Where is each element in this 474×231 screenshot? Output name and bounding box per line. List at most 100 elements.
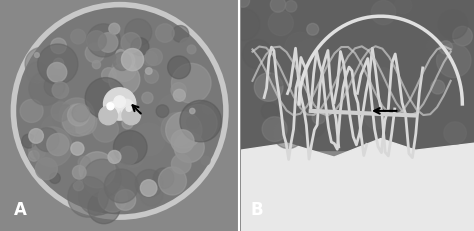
Circle shape xyxy=(116,49,125,58)
Circle shape xyxy=(32,127,72,167)
Circle shape xyxy=(285,32,315,63)
Circle shape xyxy=(44,76,65,97)
Circle shape xyxy=(125,19,152,46)
Circle shape xyxy=(101,68,116,82)
Circle shape xyxy=(179,38,197,56)
Circle shape xyxy=(87,24,120,57)
Circle shape xyxy=(439,41,453,54)
Circle shape xyxy=(62,119,72,129)
Circle shape xyxy=(140,183,163,206)
Circle shape xyxy=(119,146,137,165)
Circle shape xyxy=(270,69,287,86)
Circle shape xyxy=(109,64,140,95)
Circle shape xyxy=(29,142,46,159)
Circle shape xyxy=(92,116,118,142)
Circle shape xyxy=(85,78,127,119)
Circle shape xyxy=(29,72,63,105)
Circle shape xyxy=(88,191,120,224)
Circle shape xyxy=(122,106,140,125)
Circle shape xyxy=(22,134,36,148)
Circle shape xyxy=(92,61,100,69)
Circle shape xyxy=(109,23,120,34)
Text: A: A xyxy=(13,201,26,219)
Circle shape xyxy=(99,106,118,125)
Circle shape xyxy=(371,0,396,25)
Circle shape xyxy=(237,0,250,7)
Circle shape xyxy=(113,131,147,164)
Circle shape xyxy=(312,111,325,124)
Circle shape xyxy=(146,68,152,74)
Circle shape xyxy=(146,49,163,65)
Circle shape xyxy=(365,106,388,129)
Circle shape xyxy=(180,100,221,142)
Polygon shape xyxy=(241,0,474,150)
Circle shape xyxy=(431,80,445,94)
Circle shape xyxy=(307,23,319,35)
Circle shape xyxy=(145,69,158,83)
Circle shape xyxy=(121,33,141,53)
Circle shape xyxy=(437,43,471,78)
Circle shape xyxy=(115,189,136,210)
Circle shape xyxy=(47,62,67,82)
Circle shape xyxy=(71,142,84,155)
Circle shape xyxy=(161,112,194,145)
Circle shape xyxy=(79,152,115,188)
Circle shape xyxy=(190,108,195,114)
Circle shape xyxy=(20,99,43,122)
Circle shape xyxy=(453,26,473,46)
Circle shape xyxy=(395,0,412,14)
Circle shape xyxy=(54,58,64,69)
Circle shape xyxy=(377,67,391,81)
Circle shape xyxy=(114,96,126,107)
Circle shape xyxy=(37,44,78,84)
Circle shape xyxy=(243,40,272,69)
Circle shape xyxy=(119,99,134,113)
Circle shape xyxy=(104,169,138,203)
Circle shape xyxy=(98,33,118,52)
Circle shape xyxy=(35,53,39,58)
Circle shape xyxy=(172,25,189,42)
Circle shape xyxy=(201,156,210,165)
Circle shape xyxy=(186,116,199,129)
Circle shape xyxy=(72,104,90,122)
Circle shape xyxy=(99,183,128,212)
Circle shape xyxy=(85,43,105,63)
Circle shape xyxy=(158,167,186,195)
Circle shape xyxy=(202,103,214,114)
Circle shape xyxy=(43,135,62,154)
Circle shape xyxy=(187,45,196,54)
Circle shape xyxy=(153,168,174,189)
Circle shape xyxy=(27,62,47,83)
Circle shape xyxy=(36,158,57,180)
Circle shape xyxy=(117,52,135,70)
Circle shape xyxy=(131,38,149,56)
Circle shape xyxy=(157,94,191,129)
Circle shape xyxy=(28,151,39,161)
Circle shape xyxy=(298,109,326,138)
Circle shape xyxy=(107,103,114,110)
Circle shape xyxy=(59,98,94,133)
Circle shape xyxy=(273,119,303,149)
Circle shape xyxy=(35,128,59,152)
Circle shape xyxy=(78,156,90,168)
Circle shape xyxy=(83,159,121,198)
Circle shape xyxy=(121,49,144,71)
Circle shape xyxy=(133,123,165,156)
Circle shape xyxy=(68,177,109,217)
Circle shape xyxy=(270,0,286,12)
Circle shape xyxy=(171,83,186,98)
Circle shape xyxy=(72,110,97,135)
Circle shape xyxy=(444,122,466,144)
Circle shape xyxy=(294,38,329,73)
Circle shape xyxy=(113,52,131,70)
Circle shape xyxy=(67,104,89,126)
Circle shape xyxy=(321,65,334,77)
Circle shape xyxy=(438,10,468,39)
Circle shape xyxy=(52,82,69,98)
Circle shape xyxy=(324,112,341,129)
Circle shape xyxy=(285,0,297,12)
Circle shape xyxy=(172,154,191,174)
Circle shape xyxy=(62,104,95,136)
Circle shape xyxy=(268,11,293,36)
Text: B: B xyxy=(250,201,263,219)
